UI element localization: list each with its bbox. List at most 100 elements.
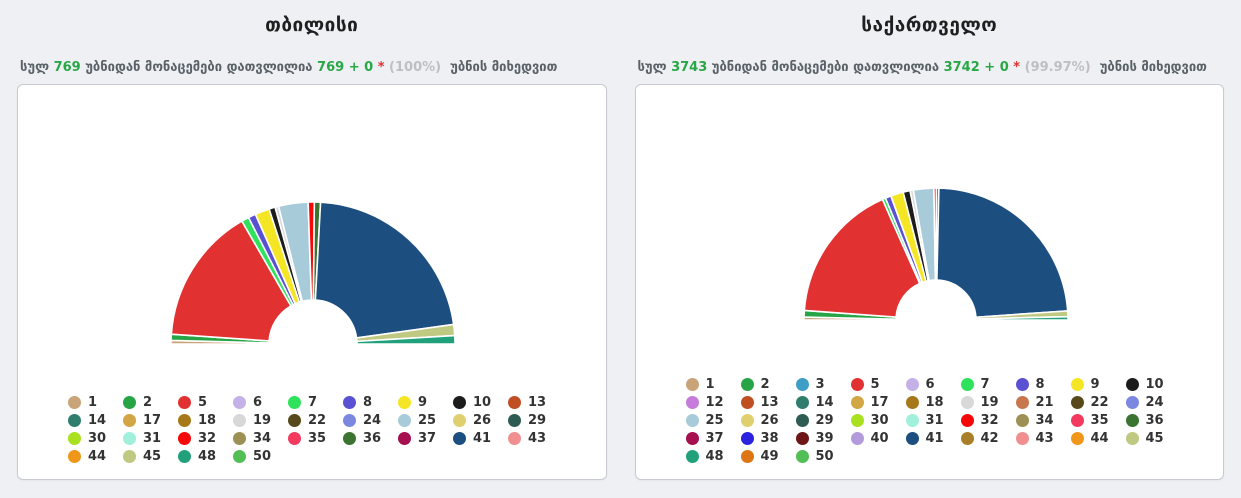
legend-item-48[interactable]: 48 bbox=[178, 449, 233, 464]
chart-segment-48[interactable] bbox=[356, 334, 456, 345]
legend-item-19[interactable]: 19 bbox=[233, 413, 288, 428]
legend-item-35[interactable]: 35 bbox=[1070, 413, 1126, 428]
legend-color-dot bbox=[740, 378, 754, 391]
legend-item-25[interactable]: 25 bbox=[398, 413, 453, 428]
legend-item-37[interactable]: 37 bbox=[398, 431, 453, 446]
chart-segment-41[interactable] bbox=[314, 201, 455, 339]
legend-color-dot bbox=[508, 396, 521, 409]
legend-color-dot bbox=[398, 396, 411, 409]
legend-color-dot bbox=[905, 396, 919, 409]
legend-item-31[interactable]: 31 bbox=[905, 413, 961, 428]
legend-label: 7 bbox=[980, 377, 990, 392]
legend-item-31[interactable]: 31 bbox=[123, 431, 178, 446]
legend-item-36[interactable]: 36 bbox=[343, 431, 398, 446]
legend-item-8[interactable]: 8 bbox=[1015, 377, 1071, 392]
legend-item-45[interactable]: 45 bbox=[1125, 431, 1181, 446]
legend-item-44[interactable]: 44 bbox=[68, 449, 123, 464]
legend-item-10[interactable]: 10 bbox=[1125, 377, 1181, 392]
chart-segment-5[interactable] bbox=[170, 220, 292, 342]
legend-item-17[interactable]: 17 bbox=[850, 395, 906, 410]
legend-item-32[interactable]: 32 bbox=[960, 413, 1016, 428]
legend-item-36[interactable]: 36 bbox=[1125, 413, 1181, 428]
legend-item-12[interactable]: 12 bbox=[685, 395, 741, 410]
legend-item-29[interactable]: 29 bbox=[795, 413, 851, 428]
legend-item-49[interactable]: 49 bbox=[740, 449, 796, 464]
legend-item-21[interactable]: 21 bbox=[1015, 395, 1071, 410]
legend-item-7[interactable]: 7 bbox=[960, 377, 1016, 392]
legend-item-6[interactable]: 6 bbox=[233, 395, 288, 410]
chart-segment-41[interactable] bbox=[935, 187, 1068, 319]
legend-item-41[interactable]: 41 bbox=[905, 431, 961, 446]
legend-color-dot bbox=[905, 432, 919, 445]
legend-color-dot bbox=[1070, 414, 1084, 427]
legend-item-1[interactable]: 1 bbox=[68, 395, 123, 410]
legend-item-5[interactable]: 5 bbox=[178, 395, 233, 410]
legend-item-22[interactable]: 22 bbox=[1070, 395, 1126, 410]
legend-color-dot bbox=[343, 414, 356, 427]
legend-item-18[interactable]: 18 bbox=[178, 413, 233, 428]
legend-item-40[interactable]: 40 bbox=[850, 431, 906, 446]
legend-item-26[interactable]: 26 bbox=[740, 413, 796, 428]
legend-item-17[interactable]: 17 bbox=[123, 413, 178, 428]
georgia-chart-panel: 1 2 3 5 6 7 8 9 10 12 13 14 17 18 19 21 22 24 25 26 29 30 31 32… bbox=[634, 84, 1224, 480]
legend-item-9[interactable]: 9 bbox=[1070, 377, 1126, 392]
legend-item-22[interactable]: 22 bbox=[288, 413, 343, 428]
legend-item-29[interactable]: 29 bbox=[508, 413, 563, 428]
legend-item-50[interactable]: 50 bbox=[233, 449, 288, 464]
legend-color-dot bbox=[1015, 414, 1029, 427]
legend-item-42[interactable]: 42 bbox=[960, 431, 1016, 446]
legend-item-13[interactable]: 13 bbox=[740, 395, 796, 410]
legend-item-14[interactable]: 14 bbox=[68, 413, 123, 428]
legend-item-25[interactable]: 25 bbox=[685, 413, 741, 428]
legend-item-38[interactable]: 38 bbox=[740, 431, 796, 446]
legend-item-3[interactable]: 3 bbox=[795, 377, 851, 392]
legend-label: 8 bbox=[1035, 377, 1045, 392]
chart-segment-5[interactable] bbox=[803, 198, 921, 318]
tbilisi-chart-panel: 1 2 5 6 7 8 9 10 13 14 17 18 19 22 24 25 26 29 30 31 32 34 35 3… bbox=[17, 84, 607, 480]
legend-item-14[interactable]: 14 bbox=[795, 395, 851, 410]
legend-item-41[interactable]: 41 bbox=[453, 431, 508, 446]
legend-item-24[interactable]: 24 bbox=[343, 413, 398, 428]
legend-item-48[interactable]: 48 bbox=[685, 449, 741, 464]
legend-item-2[interactable]: 2 bbox=[740, 377, 796, 392]
legend-item-19[interactable]: 19 bbox=[960, 395, 1016, 410]
legend-label: 24 bbox=[363, 413, 382, 428]
legend-item-34[interactable]: 34 bbox=[1015, 413, 1071, 428]
legend-item-5[interactable]: 5 bbox=[850, 377, 906, 392]
legend-label: 5 bbox=[198, 395, 208, 410]
legend-item-30[interactable]: 30 bbox=[850, 413, 906, 428]
legend-item-37[interactable]: 37 bbox=[685, 431, 741, 446]
legend-item-34[interactable]: 34 bbox=[233, 431, 288, 446]
legend-item-1[interactable]: 1 bbox=[685, 377, 741, 392]
legend-item-44[interactable]: 44 bbox=[1070, 431, 1126, 446]
legend-label: 14 bbox=[88, 413, 107, 428]
legend-color-dot bbox=[1015, 396, 1029, 409]
legend-color-dot bbox=[233, 450, 246, 463]
legend-item-10[interactable]: 10 bbox=[453, 395, 508, 410]
legend-item-43[interactable]: 43 bbox=[1015, 431, 1071, 446]
legend-item-13[interactable]: 13 bbox=[508, 395, 563, 410]
legend-item-18[interactable]: 18 bbox=[905, 395, 961, 410]
legend-label: 38 bbox=[760, 431, 779, 446]
legend-item-9[interactable]: 9 bbox=[398, 395, 453, 410]
legend-label: 45 bbox=[1145, 431, 1164, 446]
chart-segment-48[interactable] bbox=[974, 315, 1069, 321]
legend-item-39[interactable]: 39 bbox=[795, 431, 851, 446]
georgia-column: საქართველო სულ 3743 უბნიდან მონაცემები დ… bbox=[634, 8, 1224, 480]
legend-item-30[interactable]: 30 bbox=[68, 431, 123, 446]
counted-precincts-count: 769 + 0 bbox=[317, 60, 374, 75]
legend-item-43[interactable]: 43 bbox=[508, 431, 563, 446]
legend-item-8[interactable]: 8 bbox=[343, 395, 398, 410]
legend-color-dot bbox=[123, 414, 136, 427]
legend-item-45[interactable]: 45 bbox=[123, 449, 178, 464]
legend-item-24[interactable]: 24 bbox=[1125, 395, 1181, 410]
legend-item-32[interactable]: 32 bbox=[178, 431, 233, 446]
legend-item-7[interactable]: 7 bbox=[288, 395, 343, 410]
legend-color-dot bbox=[850, 432, 864, 445]
legend-item-6[interactable]: 6 bbox=[905, 377, 961, 392]
legend-item-26[interactable]: 26 bbox=[453, 413, 508, 428]
legend-item-35[interactable]: 35 bbox=[288, 431, 343, 446]
legend-item-50[interactable]: 50 bbox=[795, 449, 851, 464]
legend-label: 13 bbox=[760, 395, 779, 410]
legend-item-2[interactable]: 2 bbox=[123, 395, 178, 410]
